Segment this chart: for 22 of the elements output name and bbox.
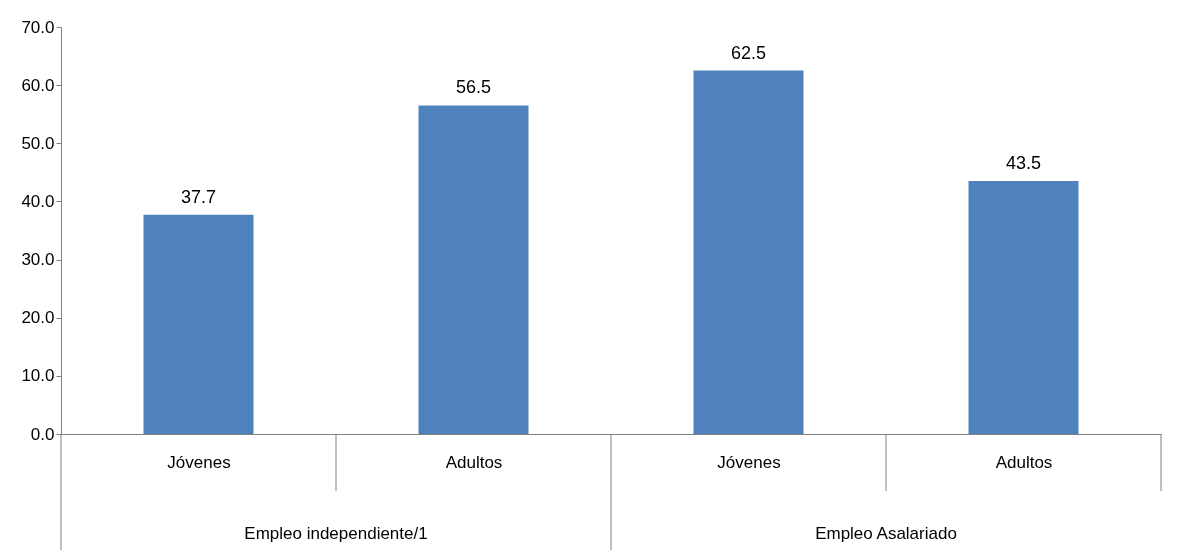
data-label: 62.5 [730, 42, 767, 63]
text: Empleo Asalariado [815, 524, 957, 543]
y-tick-label: 10.0 [21, 366, 55, 386]
data-label: 43.5 [1005, 153, 1042, 174]
y-tick-label: 70.0 [21, 17, 55, 37]
y-tick-label: 60.0 [21, 75, 55, 95]
y-tick-label: 50.0 [21, 133, 55, 153]
y-tick-label: 0.0 [30, 424, 55, 444]
y-tick-label: 40.0 [21, 191, 55, 211]
x-tick-label: Adultos [995, 452, 1053, 472]
data-label: 56.5 [455, 77, 492, 98]
text: Empleo independiente/1 [244, 524, 428, 543]
data-label: 37.7 [180, 186, 217, 207]
bar [143, 214, 254, 434]
bar [693, 70, 804, 434]
bar [968, 181, 1079, 434]
x-tick-label: Adultos [445, 452, 503, 472]
x-tick-label: Jóvenes [717, 452, 781, 472]
y-tick-label: 20.0 [21, 308, 55, 328]
bar [418, 105, 529, 434]
x-tick-label: Jóvenes [167, 452, 231, 472]
y-tick-label: 30.0 [21, 250, 55, 270]
